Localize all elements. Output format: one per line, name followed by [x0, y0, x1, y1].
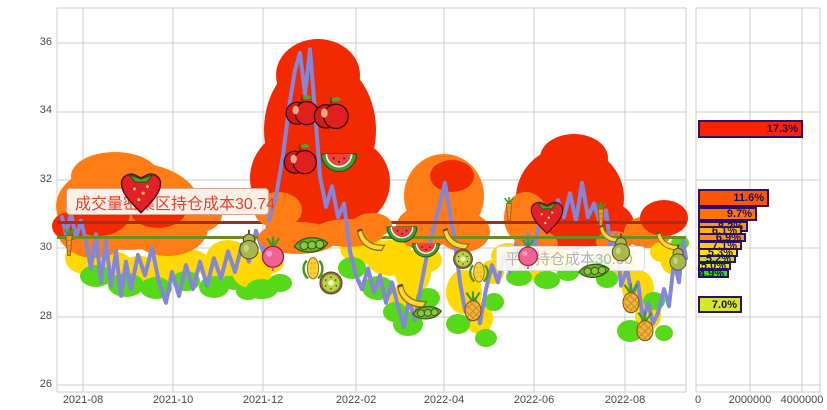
- y-axis-tick: 28: [39, 309, 52, 322]
- volume-axis-tick: 4000000: [780, 394, 824, 406]
- volume-blob: [640, 200, 688, 236]
- distribution-bar: 17.3%: [698, 120, 803, 138]
- x-axis-tick: 2022-08: [604, 394, 646, 406]
- volume-blob: [534, 271, 560, 289]
- volume-axis-tick: 0: [694, 394, 702, 406]
- distribution-bar-label: 11.6%: [733, 192, 764, 204]
- y-axis-tick: 32: [39, 172, 52, 185]
- volume-blob: [430, 160, 474, 192]
- distribution-bar: 9.7%: [698, 207, 757, 221]
- x-axis-tick: 2022-04: [423, 394, 465, 406]
- distribution-bar: 4.9%: [698, 267, 729, 280]
- distribution-bar: 11.6%: [698, 189, 769, 207]
- volume-blob: [338, 257, 366, 279]
- y-axis-tick: 36: [39, 35, 52, 48]
- x-axis-tick: 2022-02: [335, 394, 377, 406]
- volume-blob: [268, 274, 292, 292]
- avg-cost-label: 平均持仓成本30.30: [496, 246, 645, 271]
- dense-cost-label: 成交量密集区持仓成本30.74: [66, 188, 275, 215]
- y-axis-tick: 34: [39, 104, 52, 116]
- distribution-bar-label: 9.7%: [726, 208, 752, 220]
- distribution-bar: 7.0%: [698, 296, 742, 313]
- x-axis-tick: 2022-06: [513, 394, 555, 406]
- volume-blob: [475, 329, 497, 347]
- dense-cost-label-text: 成交量密集区持仓成本30.74: [75, 195, 276, 213]
- y-axis-tick: 30: [39, 241, 52, 253]
- distribution-bar-label: 17.3%: [766, 123, 798, 135]
- volume-axis-tick: 2000000: [728, 394, 772, 406]
- distribution-bar-label: 6.9%: [715, 231, 741, 244]
- distribution-bar-label: 4.9%: [698, 267, 724, 280]
- x-axis-tick: 2021-08: [62, 394, 104, 406]
- volume-blob: [506, 268, 532, 286]
- x-axis-tick: 2021-10: [152, 394, 194, 406]
- volume-blob: [484, 293, 504, 311]
- price-line: [60, 47, 688, 329]
- distribution-bar-label: 7.0%: [711, 298, 737, 311]
- y-axis-tick: 26: [39, 378, 52, 390]
- volume-blob: [655, 325, 673, 341]
- volume-blob: [540, 134, 608, 182]
- x-axis-tick: 2021-12: [242, 394, 284, 406]
- avg-cost-label-text: 平均持仓成本30.30: [505, 251, 633, 268]
